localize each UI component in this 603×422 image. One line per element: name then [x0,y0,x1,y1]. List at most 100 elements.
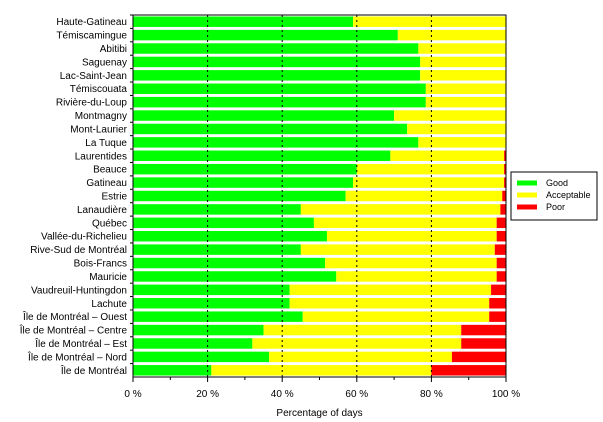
bar-acceptable-19 [336,271,497,282]
bar-good-14 [133,204,301,215]
bar-good-11 [133,163,357,175]
bar-good-10 [133,150,391,162]
bar-good-2 [133,43,419,54]
bar-good-20 [133,284,290,296]
bar-good-9 [133,137,419,148]
bar-acceptable-6 [425,96,506,108]
x-tick-label-0: 0 % [124,389,141,400]
bar-poor-24 [461,338,506,349]
bar-acceptable-7 [394,110,506,121]
category-label-26: Île de Montréal [60,364,127,377]
bar-acceptable-14 [300,204,501,215]
bar-poor-25 [451,351,506,363]
bar-poor-21 [489,298,506,309]
bar-acceptable-16 [326,230,497,242]
bar-poor-22 [489,311,506,322]
category-label-5: Témiscouata [70,84,128,95]
bar-good-17 [133,244,301,255]
category-label-16: Vallée-du-Richelieu [41,232,127,243]
category-label-19: Mauricie [89,272,127,283]
category-label-1: Témiscamingue [56,31,127,42]
bar-good-12 [133,177,354,188]
category-label-14: Lanaudière [77,205,127,216]
bar-good-5 [133,83,426,94]
bar-acceptable-4 [420,70,506,81]
legend-label-poor: Poor [546,202,565,212]
category-label-8: Mont-Laurier [70,124,127,135]
bar-acceptable-3 [420,56,506,68]
bar-poor-26 [431,365,506,376]
bar-poor-13 [502,190,506,202]
category-label-0: Haute-Gatineau [56,17,127,28]
bar-poor-17 [494,244,506,255]
bar-good-23 [133,324,264,336]
x-tick-label-60: 60 % [345,389,368,400]
bar-good-7 [133,110,395,121]
bar-good-18 [133,257,326,269]
bar-acceptable-21 [289,298,490,309]
bar-acceptable-12 [353,177,505,188]
bar-acceptable-25 [269,351,452,363]
category-label-7: Montmagny [75,111,127,122]
bar-acceptable-0 [353,16,506,27]
bar-acceptable-18 [325,257,497,269]
bar-acceptable-10 [390,150,505,162]
category-label-4: Lac-Saint-Jean [60,71,127,82]
bar-acceptable-15 [313,217,497,229]
category-label-17: Rive-Sud de Montréal [30,245,127,256]
bar-good-0 [133,16,354,27]
category-label-11: Beauce [93,165,127,176]
axis-layer: Haute-Gatineau Témiscamingue Abitibi Saguen… [19,14,520,419]
bar-good-19 [133,271,337,282]
bar-good-22 [133,311,303,322]
bar-acceptable-23 [263,324,462,336]
legend-label-acceptable: Acceptable [546,190,591,200]
category-label-25: Île de Montréal – Nord [27,350,127,363]
bar-poor-19 [496,271,506,282]
bar-acceptable-1 [397,29,506,41]
bar-poor-15 [496,217,506,229]
legend-label-good: Good [546,178,568,188]
x-tick-label-100: 100 % [492,389,520,400]
category-label-22: Île de Montréal – Ouest [22,310,127,323]
bar-good-3 [133,56,421,68]
category-label-18: Bois-Francs [74,259,127,270]
bar-poor-12 [504,177,506,188]
category-label-3: Saguenay [82,57,127,68]
bar-good-21 [133,298,290,309]
category-label-10: Laurentides [75,151,127,162]
bar-good-4 [133,70,421,81]
bar-acceptable-13 [345,190,503,202]
category-label-2: Abitibi [100,44,127,55]
bars-layer [133,16,506,376]
bar-poor-14 [500,204,506,215]
grid-layer [207,15,432,377]
bar-good-15 [133,217,314,229]
bar-good-16 [133,230,327,242]
category-label-23: Île de Montréal – Centre [19,324,128,337]
category-label-15: Québec [92,218,127,229]
bar-good-6 [133,96,426,108]
bar-good-24 [133,338,253,349]
category-label-6: Rivière-du-Loup [56,98,128,109]
bar-acceptable-24 [252,338,462,349]
x-axis-title: Percentage of days [276,408,362,419]
bar-poor-20 [491,284,506,296]
category-label-12: Gatineau [86,178,127,189]
category-label-21: Lachute [91,299,127,310]
bar-poor-16 [496,230,506,242]
category-label-9: La Tuque [85,138,127,149]
bar-good-13 [133,190,346,202]
bar-acceptable-5 [425,83,506,94]
bar-acceptable-8 [407,123,506,135]
category-label-13: Estrie [101,192,127,203]
bar-acceptable-22 [302,311,490,322]
x-tick-label-20: 20 % [196,389,219,400]
bar-good-8 [133,123,408,135]
bar-acceptable-11 [356,163,505,175]
category-label-20: Vaudreuil-Huntingdon [31,285,127,296]
bar-acceptable-26 [211,365,432,376]
bar-poor-23 [461,324,506,336]
bar-acceptable-17 [300,244,495,255]
